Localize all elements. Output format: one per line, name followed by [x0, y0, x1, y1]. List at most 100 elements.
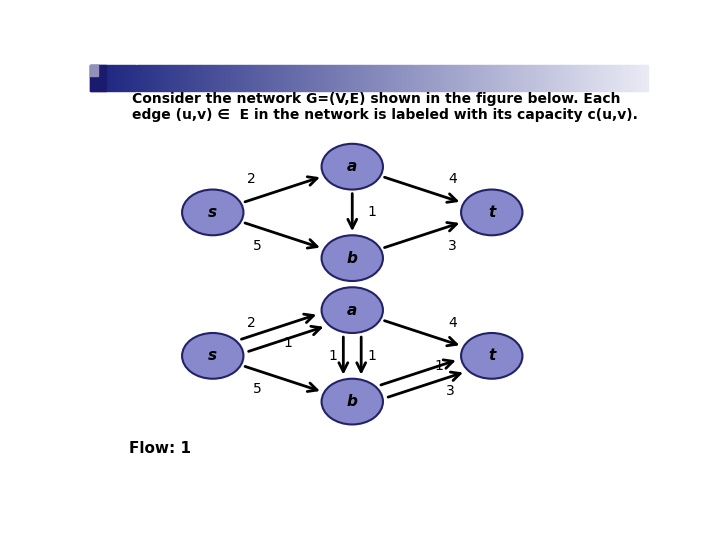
- Bar: [179, 65, 181, 91]
- Bar: [492, 65, 494, 91]
- Bar: [412, 65, 413, 91]
- Bar: [222, 65, 224, 91]
- Bar: [395, 65, 397, 91]
- Bar: [367, 65, 369, 91]
- Bar: [561, 65, 562, 91]
- Bar: [135, 65, 137, 91]
- Bar: [436, 65, 438, 91]
- Bar: [116, 65, 118, 91]
- Bar: [642, 65, 644, 91]
- Bar: [323, 65, 324, 91]
- Bar: [170, 65, 172, 91]
- Bar: [315, 65, 317, 91]
- Bar: [345, 65, 347, 91]
- Bar: [620, 65, 622, 91]
- Bar: [575, 65, 577, 91]
- Bar: [132, 65, 135, 91]
- Bar: [265, 65, 266, 91]
- Bar: [529, 65, 531, 91]
- Bar: [293, 65, 294, 91]
- Bar: [579, 65, 581, 91]
- Bar: [477, 65, 479, 91]
- Bar: [428, 65, 431, 91]
- Bar: [114, 65, 116, 91]
- Bar: [549, 65, 552, 91]
- Bar: [354, 65, 356, 91]
- Bar: [224, 65, 226, 91]
- Bar: [520, 65, 521, 91]
- Bar: [101, 65, 103, 91]
- Bar: [198, 65, 199, 91]
- Bar: [425, 65, 427, 91]
- Bar: [501, 65, 503, 91]
- Text: 1: 1: [367, 205, 377, 219]
- Bar: [577, 65, 579, 91]
- Bar: [539, 65, 540, 91]
- Bar: [190, 65, 192, 91]
- Bar: [514, 65, 516, 91]
- Bar: [120, 65, 122, 91]
- Bar: [466, 65, 467, 91]
- Bar: [472, 65, 473, 91]
- Ellipse shape: [182, 333, 243, 379]
- Bar: [304, 65, 306, 91]
- Text: s: s: [208, 205, 217, 220]
- Bar: [107, 65, 109, 91]
- Bar: [572, 65, 574, 91]
- Bar: [285, 65, 287, 91]
- Bar: [336, 65, 338, 91]
- Bar: [226, 65, 228, 91]
- Bar: [629, 65, 631, 91]
- Bar: [628, 65, 629, 91]
- Bar: [148, 65, 150, 91]
- Bar: [460, 65, 462, 91]
- Bar: [568, 65, 570, 91]
- Bar: [313, 65, 315, 91]
- Bar: [464, 65, 466, 91]
- Bar: [384, 65, 386, 91]
- Bar: [150, 65, 151, 91]
- Bar: [613, 65, 615, 91]
- Text: 5: 5: [253, 382, 262, 396]
- Text: a: a: [347, 159, 357, 174]
- Bar: [387, 65, 390, 91]
- Bar: [112, 65, 114, 91]
- Bar: [432, 65, 434, 91]
- Bar: [360, 65, 361, 91]
- Bar: [294, 65, 297, 91]
- Bar: [298, 65, 300, 91]
- Bar: [635, 65, 637, 91]
- Bar: [282, 65, 284, 91]
- Bar: [137, 65, 138, 91]
- Bar: [306, 65, 307, 91]
- Bar: [259, 65, 261, 91]
- Bar: [516, 65, 518, 91]
- Bar: [423, 65, 425, 91]
- Bar: [431, 65, 432, 91]
- Bar: [235, 65, 237, 91]
- Bar: [250, 65, 252, 91]
- Bar: [174, 65, 176, 91]
- Bar: [512, 65, 514, 91]
- Bar: [369, 65, 371, 91]
- Bar: [297, 65, 298, 91]
- Bar: [246, 65, 248, 91]
- Bar: [284, 65, 285, 91]
- Bar: [495, 65, 498, 91]
- Bar: [122, 65, 124, 91]
- Bar: [631, 65, 633, 91]
- Bar: [481, 65, 482, 91]
- Bar: [99, 65, 101, 91]
- Bar: [185, 65, 186, 91]
- Text: a: a: [347, 302, 357, 318]
- Bar: [326, 65, 328, 91]
- Bar: [269, 65, 271, 91]
- Bar: [533, 65, 534, 91]
- Bar: [410, 65, 412, 91]
- Bar: [546, 65, 548, 91]
- Bar: [215, 65, 217, 91]
- Bar: [97, 65, 99, 91]
- Bar: [266, 65, 269, 91]
- Bar: [145, 65, 148, 91]
- Bar: [352, 65, 354, 91]
